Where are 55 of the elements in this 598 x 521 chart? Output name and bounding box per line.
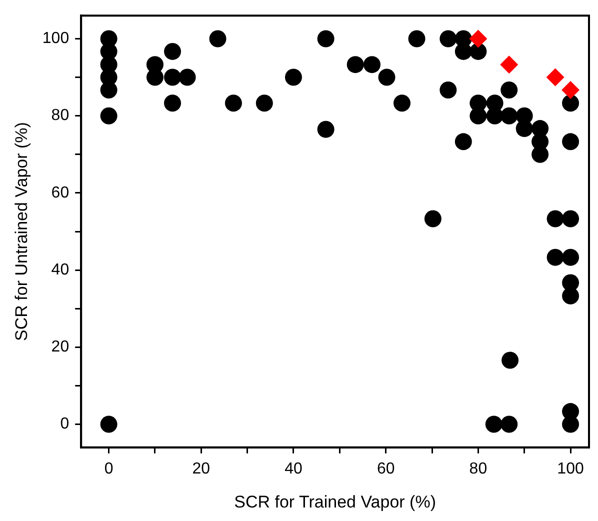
point [500,82,518,99]
y-tick-label: 80 [51,107,70,124]
point [440,30,457,48]
point [516,120,533,138]
point [562,287,580,304]
point [284,68,302,86]
x-tick-label: 40 [284,460,302,478]
point [562,81,580,100]
point [256,94,273,112]
point [454,133,472,150]
point [562,133,580,150]
x-tick-label: 80 [469,460,488,478]
point [224,94,242,112]
point [424,210,442,228]
point [178,68,196,86]
point [394,94,410,112]
point [164,42,182,60]
point [164,68,182,86]
point [562,210,580,228]
point [164,94,182,112]
point [100,82,118,99]
point [408,30,426,48]
x-axis-title: SCR for Trained Vapor (%) [234,492,436,512]
point [562,94,580,112]
point [363,56,380,74]
y-tick-label: 100 [42,30,70,48]
point [469,30,488,48]
y-tick-label: 20 [51,338,70,356]
y-tick-label: 0 [60,416,70,433]
point [209,30,226,48]
point [500,416,518,433]
y-tick-label: 60 [51,184,70,202]
point [500,56,518,74]
point [546,68,564,86]
point [562,248,580,266]
x-tick-label: 20 [192,460,210,478]
point [100,107,118,124]
x-tick-label: 100 [557,460,584,478]
point [470,42,487,60]
point [502,352,519,369]
point [317,120,334,138]
y-axis-title: SCR for Untrained Vapor (%) [12,122,31,341]
point [546,210,564,228]
point [562,416,580,433]
point [100,416,118,433]
x-tick-label: 60 [376,460,395,478]
point [346,56,364,74]
point [485,416,502,433]
point [500,107,518,124]
x-tick-label: 0 [104,460,114,478]
point [546,248,564,266]
point [317,30,334,48]
point [440,82,457,99]
point [378,68,396,86]
y-tick-label: 40 [51,261,70,278]
